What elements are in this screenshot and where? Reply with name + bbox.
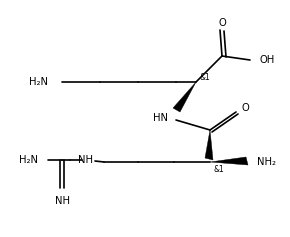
Text: O: O <box>241 103 249 113</box>
Polygon shape <box>173 82 196 112</box>
Text: H₂N: H₂N <box>19 155 38 165</box>
Text: NH₂: NH₂ <box>257 157 276 167</box>
Polygon shape <box>205 130 213 160</box>
Text: NH: NH <box>78 155 93 165</box>
Text: OH: OH <box>259 55 274 65</box>
Text: &1: &1 <box>200 73 211 82</box>
Text: &1: &1 <box>213 165 224 174</box>
Text: HN: HN <box>153 113 168 123</box>
Polygon shape <box>210 157 248 165</box>
Text: H₂N: H₂N <box>29 77 48 87</box>
Text: O: O <box>218 18 226 28</box>
Text: NH: NH <box>55 196 70 206</box>
